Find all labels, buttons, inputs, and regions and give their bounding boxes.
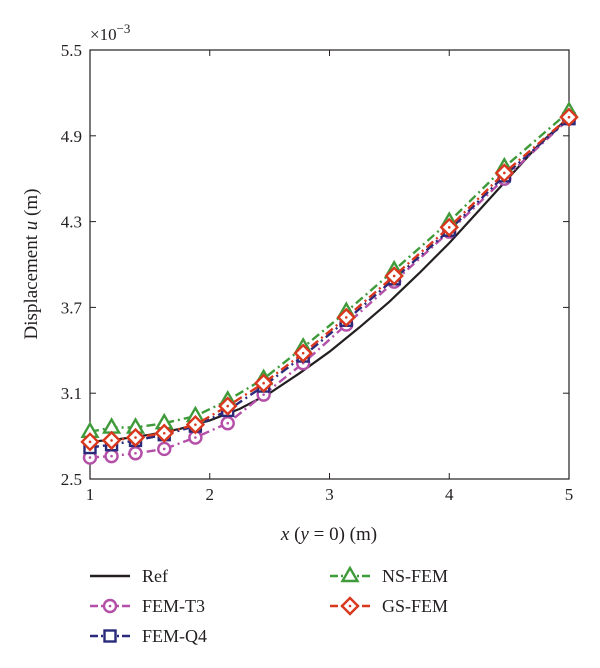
exponent-base: ×10 — [90, 25, 117, 44]
x-axis-label-x: x — [280, 524, 290, 545]
legend: Ref FEM-T3 FEM-Q4 NS-FEM GS-FEM — [90, 565, 448, 646]
x-axis-label: x (y = 0) (m) — [280, 524, 377, 545]
legend-item-ref: Ref — [90, 566, 168, 586]
x-tick-label: 5 — [565, 485, 574, 504]
data-point-ns-fem — [101, 417, 122, 434]
series-gs-fem — [80, 107, 579, 452]
data-point-fem-t3-center — [194, 436, 197, 439]
data-point-fem-t3-center — [110, 454, 113, 458]
legend-item-fem-t3: FEM-T3 — [90, 596, 205, 616]
y-tick-label: 2.5 — [61, 470, 82, 489]
x-axis-label-rest: = 0) (m) — [309, 524, 377, 545]
x-tick-label: 1 — [86, 485, 95, 504]
legend-label-ref: Ref — [142, 566, 168, 586]
data-point-fem-t3-center — [226, 421, 230, 425]
data-point-gs-fem-center — [344, 316, 348, 319]
data-point-gs-fem-center — [162, 431, 166, 435]
y-axis-label-start: Displacement — [21, 230, 42, 339]
plot-area: 1 2 3 4 5 2.5 3.1 3.7 4.3 4.9 5.5 — [61, 41, 579, 504]
legend-label-gs-fem: GS-FEM — [382, 596, 448, 616]
exponent-power: −3 — [117, 21, 131, 36]
x-tick-label: 2 — [206, 485, 215, 504]
data-point-fem-t3-center — [134, 451, 137, 455]
data-point-gs-fem-center — [262, 381, 265, 385]
legend-marker-fem-q4 — [103, 629, 117, 643]
legend-marker-ns-fem — [340, 565, 360, 583]
data-point-gs-fem-center — [567, 115, 571, 119]
data-point-fem-t3-center — [162, 447, 166, 451]
series-ns-fem — [80, 101, 579, 439]
series-line-ref — [89, 116, 570, 443]
axes-frame — [89, 49, 570, 480]
legend-marker-fem-t3-center — [108, 604, 112, 608]
x-tick-label: 4 — [445, 485, 454, 504]
x-axis-label-y: y — [298, 524, 309, 545]
data-point-gs-fem-center — [301, 351, 305, 355]
series-ref — [89, 116, 570, 443]
data-point-fem-t3-center — [88, 456, 92, 459]
legend-item-fem-q4: FEM-Q4 — [90, 626, 207, 646]
data-point-gs-fem-center — [110, 439, 113, 442]
y-tick-label: 4.3 — [61, 213, 82, 232]
data-point-gs-fem-center — [503, 171, 506, 175]
y-axis-exponent-label: ×10−3 — [90, 21, 130, 44]
data-point-gs-fem-center — [194, 423, 197, 426]
data-point-gs-fem-center — [392, 274, 396, 278]
series-line-ns-fem — [89, 110, 570, 433]
y-tick-label: 3.7 — [61, 298, 83, 317]
series-line-fem-q4 — [89, 117, 570, 449]
legend-marker-gs-fem-center — [348, 604, 352, 608]
y-tick-label: 4.9 — [61, 127, 82, 146]
data-point-fem-t3-center — [262, 393, 265, 396]
data-point-gs-fem-center — [226, 404, 230, 408]
legend-item-ns-fem: NS-FEM — [330, 565, 448, 586]
data-point-gs-fem-center — [447, 226, 451, 229]
series-line-gs-fem — [89, 116, 570, 443]
x-tick-label: 3 — [325, 485, 334, 504]
y-tick-label: 5.5 — [61, 41, 82, 60]
y-tick-label: 3.1 — [61, 384, 82, 403]
data-point-gs-fem-center — [134, 436, 137, 439]
x-axis-label-paren: ( — [289, 524, 300, 545]
y-axis-label-u: u — [21, 221, 42, 231]
y-axis-label-end: (m) — [21, 189, 42, 221]
legend-label-fem-q4: FEM-Q4 — [142, 626, 207, 646]
legend-item-gs-fem: GS-FEM — [330, 596, 448, 616]
data-point-gs-fem-center — [88, 440, 92, 444]
y-axis-label: Displacement u (m) — [21, 189, 42, 340]
legend-label-fem-t3: FEM-T3 — [142, 596, 205, 616]
legend-label-ns-fem: NS-FEM — [382, 566, 448, 586]
